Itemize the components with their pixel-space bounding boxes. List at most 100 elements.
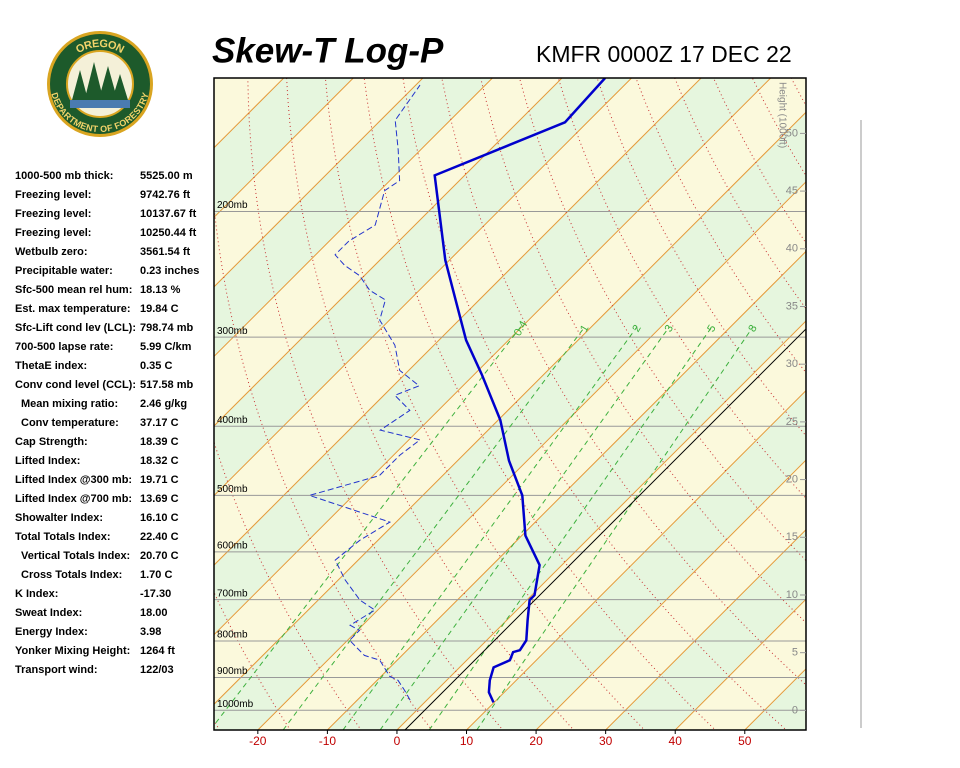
plot-frame xyxy=(213,77,807,731)
y2-tick-label: 5 xyxy=(792,647,798,659)
temperature-band xyxy=(214,78,806,705)
index-row: Lifted Index @300 mb: 19.71 C xyxy=(15,471,199,490)
isotherm xyxy=(214,78,354,219)
index-label: K Index: xyxy=(15,588,59,600)
index-row: 700-500 lapse rate: 5.99 C/km xyxy=(15,338,199,357)
mixing-ratio-label: 2 xyxy=(630,323,643,334)
index-value: 1.70 C xyxy=(140,569,173,581)
y-tick-label: 600mb xyxy=(217,541,248,552)
chart-subtitle: KMFR 0000Z 17 DEC 22 xyxy=(536,41,792,67)
index-label: Precipitable water: xyxy=(15,265,113,277)
index-label: Sfc-Lift cond lev (LCL): xyxy=(15,322,136,334)
isotherm xyxy=(214,78,702,566)
isotherm xyxy=(257,181,806,730)
isotherm xyxy=(605,528,806,730)
mixing-ratio-line xyxy=(379,326,670,730)
index-label: Wetbulb zero: xyxy=(15,246,88,258)
index-value: 517.58 mb xyxy=(140,379,194,391)
x-tick-label: -20 xyxy=(249,734,267,748)
index-row: Sfc-500 mean rel hum: 18.13 % xyxy=(15,281,199,300)
isotherm xyxy=(535,459,806,730)
isotherm xyxy=(466,389,806,730)
mixing-ratio-label: 8 xyxy=(746,323,759,334)
x-tick-label: 0 xyxy=(394,734,401,748)
index-label: Lifted Index: xyxy=(15,455,81,467)
dry-adiabat xyxy=(596,78,806,437)
index-value: 9742.76 ft xyxy=(140,189,191,201)
logo-top-text: OREGON xyxy=(74,38,126,56)
index-row: Lifted Index @700 mb: 13.69 C xyxy=(15,490,199,509)
y2-tick-label: 15 xyxy=(786,531,798,543)
index-row: Cross Totals Index: 1.70 C xyxy=(15,566,199,585)
temperature-line xyxy=(433,78,607,703)
isotherm xyxy=(396,320,806,730)
dry-adiabat xyxy=(855,53,960,734)
x-tick-label: 20 xyxy=(529,734,543,748)
logo-water xyxy=(70,100,130,108)
index-value: 20.70 C xyxy=(140,550,179,562)
index-row: Transport wind: 122/03 xyxy=(15,661,199,680)
index-value: 10250.44 ft xyxy=(140,227,197,239)
index-label: Energy Index: xyxy=(15,626,88,638)
mixing-ratio-line xyxy=(342,326,638,730)
index-label: Vertical Totals Index: xyxy=(21,550,131,562)
x-tick-label: -10 xyxy=(319,734,337,748)
x-tick-label: 40 xyxy=(669,734,683,748)
mixing-ratio-line xyxy=(282,326,586,730)
index-value: 3561.54 ft xyxy=(140,246,191,258)
index-row: Freezing level: 10137.67 ft xyxy=(15,205,199,224)
dry-adiabat xyxy=(817,53,960,734)
mixing-ratio-label: 3 xyxy=(663,323,676,334)
index-label: Showalter Index: xyxy=(15,512,104,524)
y-tick-label: 900mb xyxy=(217,666,248,677)
index-row: ThetaE index: 0.35 C xyxy=(15,357,199,376)
y-tick-label: 500mb xyxy=(217,484,248,495)
isotherm xyxy=(327,250,806,730)
temperature-band xyxy=(214,112,806,730)
index-label: Freezing level: xyxy=(15,189,92,201)
dry-adiabat xyxy=(324,78,646,730)
index-label: 700-500 lapse rate: xyxy=(15,341,114,353)
index-row: Yonker Mixing Height: 1264 ft xyxy=(15,642,199,661)
y2-tick-label: 50 xyxy=(786,127,798,139)
index-value: 16.10 C xyxy=(140,512,179,524)
index-value: 18.32 C xyxy=(140,455,179,467)
index-value: 2.46 g/kg xyxy=(140,398,188,410)
mixing-ratio-label: 5 xyxy=(705,323,718,334)
y-tick-label: 1000mb xyxy=(217,699,254,710)
index-value: 13.69 C xyxy=(140,493,179,505)
logo-top-text-path: OREGON xyxy=(74,38,126,56)
index-value: 37.17 C xyxy=(140,417,179,429)
index-row: Vertical Totals Index: 20.70 C xyxy=(15,547,199,566)
mixing-ratio-line xyxy=(214,326,522,726)
index-value: 0.23 inches xyxy=(140,265,200,277)
index-value: 3.98 xyxy=(140,626,162,638)
index-row: Precipitable water: 0.23 inches xyxy=(15,262,199,281)
x-tick-label: 50 xyxy=(738,734,752,748)
isotherm xyxy=(214,78,772,636)
index-row: Conv temperature: 37.17 C xyxy=(15,414,199,433)
index-row: Mean mixing ratio: 2.46 g/kg xyxy=(15,395,199,414)
index-row: Freezing level: 10250.44 ft xyxy=(15,224,199,243)
reference-line xyxy=(404,328,806,730)
y2-tick-label: 20 xyxy=(786,473,798,485)
index-row: Showalter Index: 16.10 C xyxy=(15,509,199,528)
isotherm xyxy=(214,78,563,427)
index-row: Sfc-Lift cond lev (LCL): 798.74 mb xyxy=(15,319,199,338)
dry-adiabat xyxy=(247,78,504,730)
y-tick-label: 700mb xyxy=(217,588,248,599)
index-value: 18.00 xyxy=(140,607,168,619)
logo: OREGON DEPARTMENT OF FORESTRY xyxy=(47,31,153,137)
index-value: 18.13 % xyxy=(140,284,181,296)
y-tick-label: 300mb xyxy=(217,326,248,337)
y2-tick-label: 30 xyxy=(786,358,798,370)
isotherm xyxy=(214,78,632,497)
index-value: 19.84 C xyxy=(140,303,179,315)
index-value: 5.99 C/km xyxy=(140,341,192,353)
index-label: Sweat Index: xyxy=(15,607,83,619)
index-label: Yonker Mixing Height: xyxy=(15,645,131,657)
index-row: Cap Strength: 18.39 C xyxy=(15,433,199,452)
temperature-band xyxy=(605,529,806,730)
